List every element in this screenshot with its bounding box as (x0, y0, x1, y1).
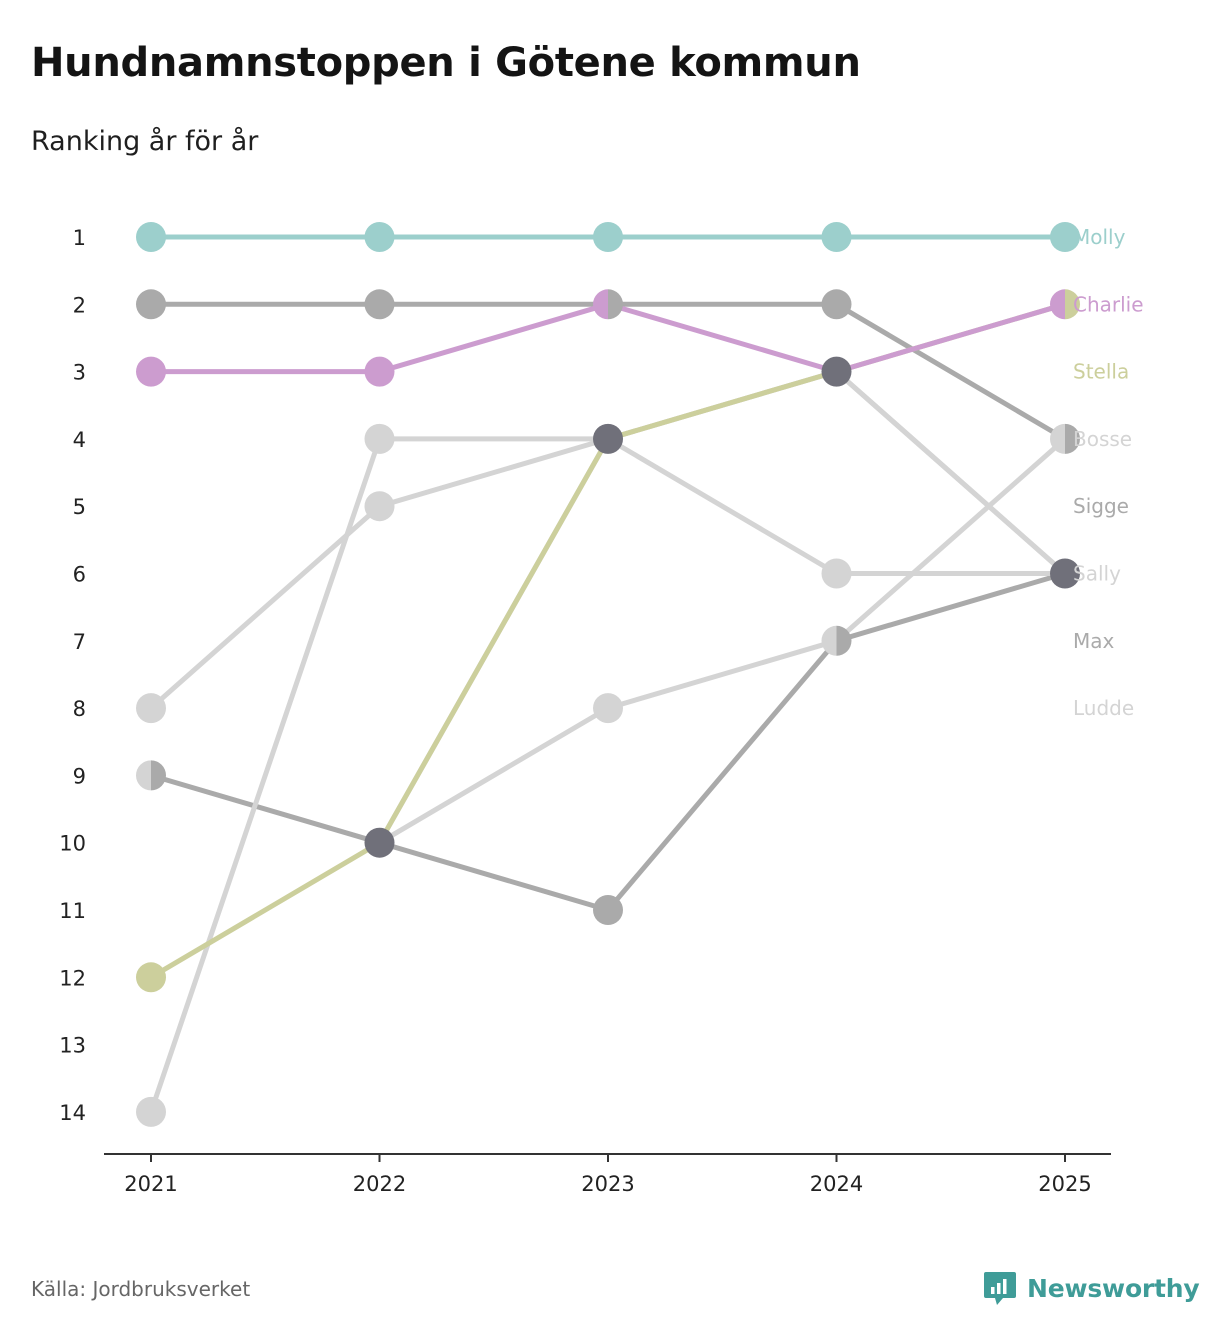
data-point (821, 356, 852, 387)
data-point (593, 693, 623, 724)
data-point (821, 222, 852, 252)
data-point (364, 491, 395, 522)
chart-title: Hundnamnstoppen i Götene kommun (31, 40, 861, 86)
y-tick-label: 11 (59, 899, 86, 923)
data-point-right-half (1065, 423, 1080, 454)
series-line-bosse (377, 436, 1068, 846)
data-point (593, 423, 623, 454)
data-point-right-half (151, 760, 167, 791)
y-tick-label: 7 (73, 630, 86, 654)
y-tick-label: 3 (73, 361, 86, 385)
data-point-right-half (1065, 289, 1080, 320)
chart-subtitle: Ranking år för år (31, 126, 259, 157)
data-point (136, 1096, 166, 1127)
series-line-stella (148, 301, 1068, 980)
data-point (136, 962, 166, 993)
data-point (364, 423, 395, 454)
series-line-bosse (148, 369, 1068, 711)
series-lines (148, 234, 1068, 1115)
data-point (593, 895, 623, 925)
series-line-max (148, 571, 1068, 913)
y-tick-label: 13 (59, 1034, 86, 1058)
data-point (136, 289, 166, 320)
end-label-bosse: Bosse (1073, 427, 1132, 451)
y-tick-label: 4 (73, 428, 86, 452)
y-tick-label: 5 (73, 495, 86, 519)
end-label-molly: Molly (1073, 225, 1126, 249)
brand-name: Newsworthy (1027, 1273, 1200, 1303)
data-point (593, 289, 624, 320)
data-point (593, 222, 623, 252)
x-tick-label: 2022 (353, 1172, 406, 1196)
data-point-right-half (836, 625, 852, 656)
newsworthy-logo-icon (984, 1272, 1016, 1305)
data-point-left-half (136, 760, 151, 791)
source-note: Källa: Jordbruksverket (31, 1277, 251, 1301)
end-label-ludde: Ludde (1073, 696, 1134, 720)
end-label-max: Max (1073, 629, 1115, 653)
data-point (1050, 222, 1080, 252)
y-tick-label: 10 (59, 832, 86, 856)
y-tick-label: 12 (59, 966, 86, 990)
y-tick-label: 1 (73, 226, 86, 250)
y-tick-label: 8 (73, 697, 86, 721)
data-point (136, 356, 166, 387)
x-tick-label: 2021 (124, 1172, 177, 1196)
y-tick-label: 14 (59, 1101, 86, 1125)
data-point (136, 760, 167, 791)
data-point (1050, 289, 1080, 320)
x-axis: 2021 2022 2023 2024 2025 (104, 1153, 1111, 1196)
data-point (821, 625, 852, 656)
series-points (136, 222, 1080, 1127)
data-point (821, 289, 852, 320)
y-tick-label: 6 (73, 563, 86, 587)
data-point (136, 222, 166, 252)
end-label-sigge: Sigge (1073, 494, 1129, 518)
data-point-right-half (608, 289, 624, 320)
y-tick-label: 2 (73, 293, 86, 317)
x-tick-label: 2024 (810, 1172, 863, 1196)
data-point (821, 558, 852, 589)
data-point (364, 289, 395, 320)
data-point-left-half (1050, 289, 1065, 320)
x-tick-label: 2023 (581, 1172, 634, 1196)
y-tick-label: 9 (73, 764, 86, 788)
end-label-sally: Sally (1073, 562, 1121, 586)
data-point (364, 827, 395, 858)
data-point (1050, 558, 1080, 589)
brand-logo[interactable]: Newsworthy (983, 1270, 1200, 1306)
x-tick-label: 2025 (1038, 1172, 1091, 1196)
end-label-charlie: Charlie (1073, 292, 1144, 316)
series-line-ludde (148, 436, 1068, 1115)
data-point-left-half (593, 289, 608, 320)
data-point (364, 222, 395, 252)
data-point (1050, 423, 1080, 454)
data-point (136, 693, 166, 724)
end-labels: Molly Charlie Stella Bosse Sigge Sally Max Ludd… (1073, 225, 1144, 720)
end-label-stella: Stella (1073, 360, 1129, 384)
data-point-left-half (821, 625, 837, 656)
data-point-left-half (1050, 423, 1065, 454)
data-point (364, 356, 395, 387)
